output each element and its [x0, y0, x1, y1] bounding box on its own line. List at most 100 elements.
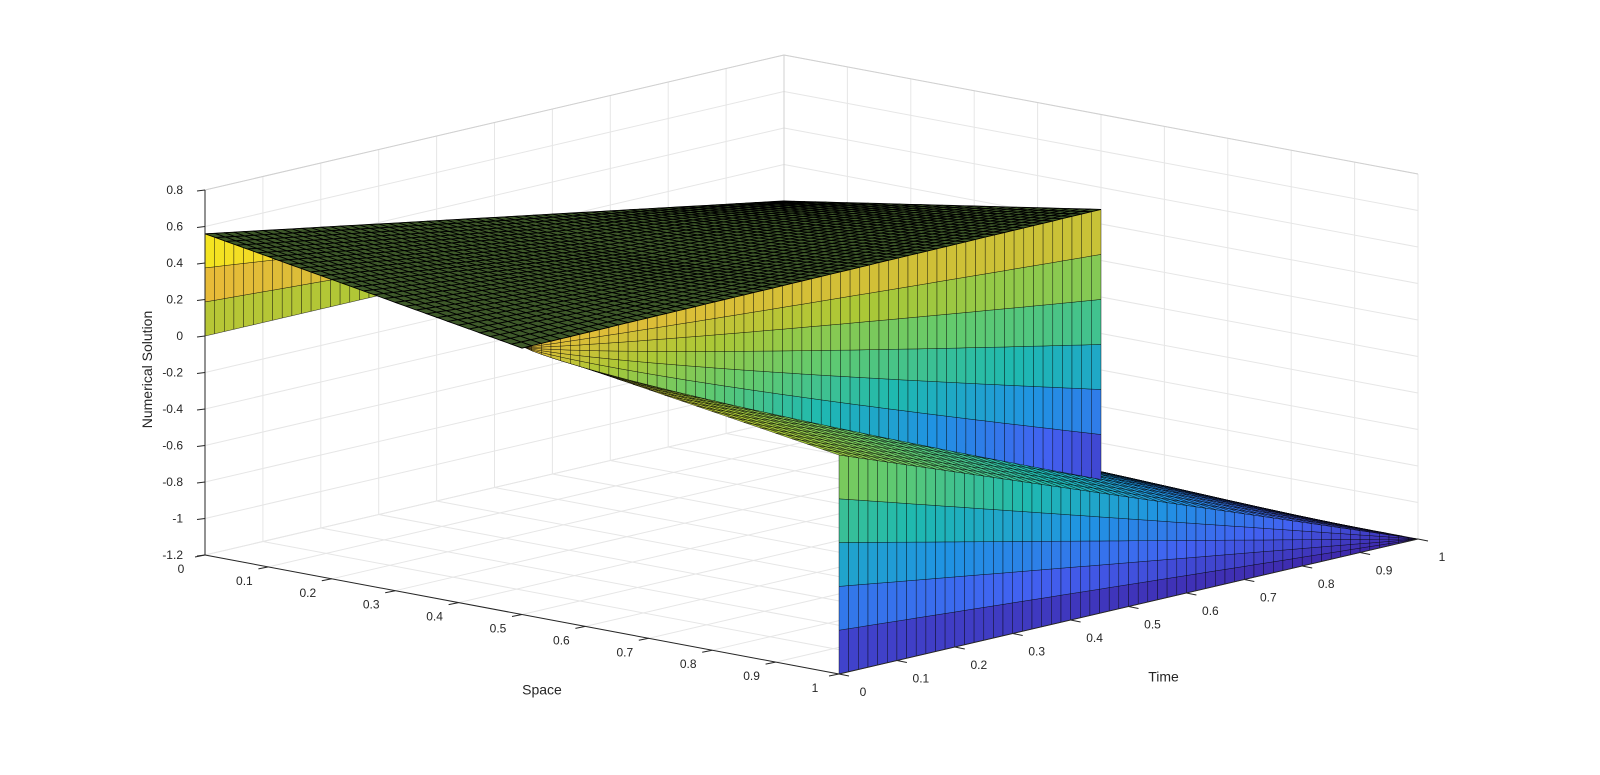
jump-wall-cell: [753, 350, 764, 372]
curtain-x1-cell: [1022, 511, 1033, 542]
jump-wall-cell: [956, 241, 967, 279]
curtain-x0-cell: [320, 279, 331, 310]
jump-wall-cell: [956, 417, 967, 455]
jump-wall-cell: [1062, 429, 1073, 475]
z-tick-label: -1.2: [162, 548, 183, 562]
jump-wall-cell: [772, 328, 783, 352]
z-tick-label: 0.4: [166, 256, 183, 270]
jump-wall-cell: [714, 367, 725, 387]
curtain-x1-cell: [1166, 558, 1178, 579]
y-axis-label: Time: [1148, 669, 1179, 685]
curtain-x1-cell: [1205, 507, 1216, 526]
z-tick-label: -0.2: [162, 366, 183, 380]
jump-wall-cell: [763, 350, 774, 373]
curtain-x1-cell: [983, 475, 994, 510]
curtain-x1-cell: [954, 541, 965, 578]
jump-wall-cell: [637, 339, 648, 352]
curtain-x1-cell: [1080, 590, 1091, 619]
curtain-x1-cell: [915, 503, 927, 543]
curtain-x1-cell: [1176, 575, 1187, 596]
curtain-x1-cell: [867, 542, 878, 585]
jump-wall-cell: [965, 347, 976, 384]
jump-wall-cell: [830, 400, 841, 429]
curtain-x1-cell: [925, 578, 936, 617]
curtain-x1-cell: [1060, 540, 1071, 569]
jump-wall-cell: [994, 421, 1005, 462]
curtain-x1-cell: [944, 505, 956, 543]
y-tick-mark: [1244, 579, 1255, 582]
curtain-x1-cell: [1166, 502, 1178, 523]
jump-wall-cell: [898, 348, 909, 381]
curtain-x1-cell: [954, 575, 965, 613]
jump-wall-cell: [743, 350, 754, 372]
jump-wall-cell: [791, 304, 803, 329]
jump-wall-cell: [1081, 300, 1092, 346]
jump-wall-cell: [685, 306, 696, 324]
jump-wall-cell: [869, 320, 880, 350]
jump-wall-cell: [888, 408, 899, 441]
curtain-x1-cell: [1002, 478, 1013, 512]
x-tick-label: 0.7: [616, 645, 633, 659]
curtain-x1-cell: [1321, 539, 1332, 548]
jump-wall-cell: [647, 351, 658, 364]
jump-wall-cell: [859, 264, 870, 295]
curtain-x1-cell: [1340, 539, 1351, 546]
jump-wall-cell: [791, 373, 803, 398]
curtain-x1-cell: [1022, 541, 1033, 572]
curtain-x1-cell: [867, 458, 878, 502]
curtain-x1-cell: [1012, 510, 1023, 542]
jump-wall-cell: [763, 308, 774, 332]
curtain-x0-cell: [330, 278, 341, 308]
curtain-x1-cell: [1301, 530, 1313, 540]
jump-wall-cell: [734, 313, 745, 334]
surface-mesh: [204, 200, 1419, 675]
curtain-x1-cell: [973, 607, 985, 643]
jump-wall-cell: [927, 248, 938, 284]
curtain-x1-cell: [1022, 481, 1033, 513]
jump-wall-cell: [888, 288, 899, 320]
jump-wall-cell: [1062, 387, 1073, 432]
right-sheet-cell: [823, 449, 849, 457]
jump-wall-cell: [840, 296, 851, 325]
curtain-x1-cell: [1292, 530, 1303, 541]
jump-wall-cell: [743, 311, 754, 333]
jump-wall-cell: [936, 381, 947, 417]
jump-wall-cell: [1052, 260, 1063, 305]
jump-wall-cell: [1013, 306, 1025, 347]
y-tick-mark: [1302, 565, 1313, 569]
jump-wall-cell: [666, 337, 677, 352]
jump-wall-cell: [1071, 301, 1082, 346]
curtain-x1-cell: [1022, 570, 1033, 602]
curtain-x1-cell: [1080, 565, 1091, 593]
jump-wall-cell: [898, 317, 909, 350]
jump-wall-cell: [1071, 387, 1082, 433]
curtain-x1-cell: [983, 508, 994, 542]
jump-wall-cell: [927, 348, 938, 382]
jump-wall-cell: [1071, 213, 1082, 260]
curtain-x1-cell: [983, 605, 994, 641]
back-wall-grid-line: [204, 383, 785, 519]
jump-wall-cell: [695, 335, 706, 352]
jump-wall-cell: [1071, 430, 1082, 477]
jump-wall-cell: [695, 351, 706, 368]
curtain-x1-cell: [1051, 594, 1062, 625]
curtain-x1-cell: [1176, 522, 1187, 541]
jump-wall-cell: [570, 344, 581, 351]
jump-wall-cell: [965, 382, 976, 421]
y-tick-label: 0.4: [1086, 631, 1103, 645]
jump-wall-cell: [840, 376, 851, 405]
curtain-x1-cell: [877, 501, 888, 543]
curtain-x1-cell: [944, 541, 956, 578]
jump-wall-cell: [849, 349, 861, 378]
jump-wall-cell: [994, 308, 1005, 348]
jump-wall-cell: [975, 236, 986, 276]
jump-wall-cell: [676, 336, 687, 352]
jump-wall-cell: [753, 310, 764, 332]
curtain-x0-cell: [214, 298, 225, 335]
jump-wall-cell: [849, 376, 861, 406]
y-tick-mark: [1070, 619, 1081, 623]
z-axis-label: Numerical Solution: [139, 311, 155, 429]
jump-wall-cell: [811, 325, 822, 351]
curtain-x1-cell: [867, 500, 878, 543]
jump-wall-cell: [801, 278, 812, 305]
